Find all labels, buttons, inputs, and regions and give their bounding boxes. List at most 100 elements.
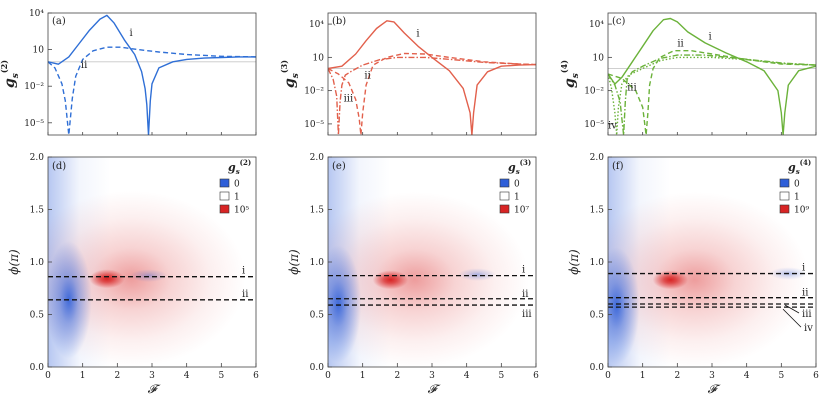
hot-spot bbox=[89, 269, 125, 289]
series-line-iii bbox=[608, 54, 816, 135]
curve-label-ii: ii bbox=[677, 38, 683, 49]
y-tick-label: 0.5 bbox=[590, 311, 605, 321]
y-tick-label: 1.0 bbox=[30, 258, 45, 268]
legend-swatch bbox=[219, 191, 230, 201]
y-tick-label: 2.0 bbox=[30, 153, 45, 163]
series-line-iv bbox=[608, 56, 816, 135]
panel-label: (d) bbox=[52, 161, 66, 172]
x-tick-label: 2 bbox=[674, 371, 680, 381]
panel-label: (f) bbox=[612, 161, 624, 172]
y-tick-label: 2.0 bbox=[590, 153, 605, 163]
legend-title: gs(2) bbox=[228, 158, 251, 176]
cut-label-i: i bbox=[522, 265, 525, 276]
pointer-arrow bbox=[782, 308, 802, 328]
y-axis-label: ϕ(π) bbox=[7, 249, 21, 275]
x-tick-label: 4 bbox=[744, 371, 750, 381]
y-axis-label: ϕ(π) bbox=[567, 249, 581, 275]
x-tick-label: 1 bbox=[640, 371, 646, 381]
x-tick-label: 4 bbox=[184, 371, 190, 381]
cold-spot bbox=[608, 247, 640, 365]
y-tick-label: 0.5 bbox=[310, 311, 325, 321]
legend-swatch bbox=[499, 191, 510, 201]
panel-label: (e) bbox=[332, 161, 346, 172]
y-tick-label: 1.0 bbox=[590, 258, 605, 268]
curve-label-iv: iv bbox=[608, 120, 617, 131]
curve-label-ii: ii bbox=[81, 60, 87, 71]
y-tick-label: 1.0 bbox=[310, 258, 325, 268]
cut-label-ii: ii bbox=[802, 288, 808, 299]
y-tick-label: 1.5 bbox=[30, 206, 45, 216]
y-tick-label: 0.0 bbox=[30, 363, 45, 373]
y-axis-label: gs(2) bbox=[0, 60, 21, 88]
heatmap-field bbox=[328, 157, 536, 367]
legend-swatch bbox=[219, 204, 230, 214]
panel-label: (b) bbox=[332, 16, 346, 27]
legend-label: 0 bbox=[794, 180, 800, 190]
curve-label-i: i bbox=[129, 28, 132, 39]
legend-label: 10⁹ bbox=[794, 206, 809, 216]
y-tick-label: 10⁻⁵ bbox=[304, 120, 324, 130]
x-tick-label: 0 bbox=[605, 371, 611, 381]
y-tick-label: 10 bbox=[33, 46, 45, 56]
x-tick-label: 3 bbox=[709, 371, 715, 381]
y-tick-label: 10⁻⁵ bbox=[584, 120, 604, 130]
x-tick-label: 6 bbox=[533, 371, 539, 381]
legend-title: gs(4) bbox=[788, 158, 811, 176]
x-tick-label: 6 bbox=[253, 371, 259, 381]
legend-swatch bbox=[499, 178, 510, 188]
x-axis-label: 𝓕 bbox=[708, 382, 721, 396]
curve-label-i: i bbox=[709, 32, 712, 43]
curve-label-i: i bbox=[416, 28, 419, 39]
legend-label: 0 bbox=[234, 180, 240, 190]
x-tick-label: 3 bbox=[149, 371, 155, 381]
y-tick-label: 0.0 bbox=[310, 363, 325, 373]
legend-swatch bbox=[779, 191, 790, 201]
legend-label: 10⁵ bbox=[234, 206, 249, 216]
legend-label: 10⁷ bbox=[514, 206, 529, 216]
y-axis-label: gs(4) bbox=[559, 60, 581, 88]
legend-swatch bbox=[219, 178, 230, 188]
hot-spot bbox=[372, 270, 409, 290]
panel-label: (a) bbox=[52, 16, 66, 27]
heatmap-field bbox=[48, 157, 256, 367]
x-axis-label: 𝓕 bbox=[148, 382, 161, 396]
pointer-arrow bbox=[784, 304, 800, 314]
cut-label-ii: ii bbox=[242, 289, 248, 300]
x-tick-label: 2 bbox=[114, 371, 120, 381]
y-tick-label: 0.5 bbox=[30, 311, 45, 321]
x-tick-label: 2 bbox=[394, 371, 400, 381]
panel-label: (c) bbox=[612, 16, 626, 27]
y-tick-label: 10⁴ bbox=[309, 20, 324, 30]
y-tick-label: 10 bbox=[593, 53, 605, 63]
cut-label-i: i bbox=[802, 263, 805, 274]
curve-label-ii: ii bbox=[364, 70, 370, 81]
x-tick-label: 5 bbox=[498, 371, 504, 381]
cut-label-ii: ii bbox=[522, 289, 528, 300]
y-tick-label: 10⁴ bbox=[589, 20, 604, 30]
x-tick-label: 1 bbox=[360, 371, 366, 381]
x-tick-label: 0 bbox=[45, 371, 51, 381]
x-axis-label: 𝓕 bbox=[428, 382, 441, 396]
legend-label: 0 bbox=[514, 180, 520, 190]
legend-label: 1 bbox=[234, 193, 240, 203]
curve-label-iii: iii bbox=[627, 83, 637, 94]
cut-label-iii: iii bbox=[522, 309, 532, 320]
y-tick-label: 2.0 bbox=[310, 153, 325, 163]
y-tick-label: 10⁻² bbox=[304, 87, 324, 97]
x-tick-label: 0 bbox=[325, 371, 331, 381]
y-tick-label: 10⁻⁵ bbox=[24, 119, 44, 129]
y-axis-label: ϕ(π) bbox=[287, 249, 301, 275]
series-line-i bbox=[48, 14, 256, 135]
legend-label: 1 bbox=[514, 193, 520, 203]
cut-label-i: i bbox=[242, 266, 245, 277]
y-tick-label: 10⁴ bbox=[29, 9, 44, 19]
x-tick-label: 5 bbox=[778, 371, 784, 381]
legend-swatch bbox=[779, 204, 790, 214]
x-tick-label: 1 bbox=[80, 371, 86, 381]
series-line-i bbox=[328, 20, 536, 135]
